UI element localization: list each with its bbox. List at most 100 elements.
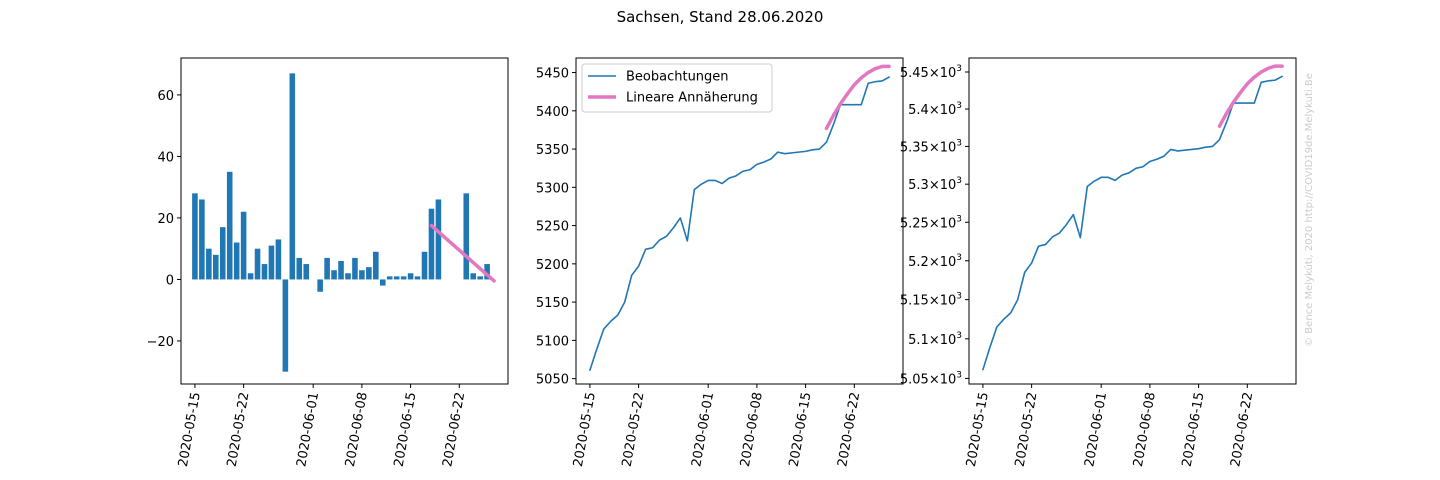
y-tick-base: 10 <box>940 372 957 387</box>
y-tick-base: 10 <box>940 255 957 270</box>
bar-2020-06-25 <box>477 276 483 280</box>
bar-2020-05-19 <box>219 227 226 280</box>
bar-2020-06-23 <box>463 193 470 280</box>
y-tick-label: 5.2×103 <box>908 253 962 270</box>
y-tick-times: × <box>929 333 940 348</box>
bar-2020-05-24 <box>254 248 261 280</box>
y-tick-times: × <box>929 216 940 231</box>
bar-2020-05-17 <box>206 248 212 280</box>
y-tick-mantissa: 5.2 <box>908 255 929 270</box>
bar-2020-05-20 <box>226 171 233 280</box>
y-tick-exponent: 3 <box>956 214 962 224</box>
bar-2020-06-24 <box>470 273 476 280</box>
y-tick-base: 10 <box>940 66 957 81</box>
y-tick-label: 5150 <box>536 296 569 311</box>
y-tick-exponent: 3 <box>956 253 962 263</box>
y-tick-exponent: 3 <box>956 138 962 148</box>
y-tick-mantissa: 5.05 <box>900 372 929 387</box>
bar-2020-06-16 <box>414 276 421 280</box>
bar-2020-06-14 <box>400 276 407 280</box>
y-tick-mantissa: 5.15 <box>900 294 929 309</box>
y-tick-exponent: 3 <box>956 331 962 341</box>
y-tick-times: × <box>929 66 940 81</box>
y-tick-times: × <box>929 178 940 193</box>
bar-2020-06-08 <box>359 270 365 280</box>
bar-2020-05-28 <box>282 279 289 372</box>
bar-2020-05-21 <box>233 242 240 280</box>
bar-2020-06-26 <box>484 264 490 280</box>
y-tick-base: 10 <box>940 103 957 118</box>
y-tick-times: × <box>929 103 940 118</box>
bar-2020-06-06 <box>345 273 351 280</box>
legend-label: Beobachtungen <box>626 70 729 85</box>
y-tick-label: 5050 <box>536 373 569 388</box>
bar-2020-06-17 <box>421 251 428 280</box>
figure-title: Sachsen, Stand 28.06.2020 <box>617 8 824 26</box>
bar-2020-05-27 <box>275 239 282 280</box>
y-tick-times: × <box>929 140 940 155</box>
bar-2020-06-10 <box>373 251 379 280</box>
y-tick-label: 5.25×103 <box>900 214 962 231</box>
bar-2020-06-09 <box>366 267 372 280</box>
y-tick-base: 10 <box>940 216 957 231</box>
bar-2020-05-15 <box>192 193 198 280</box>
bar-2020-06-07 <box>352 257 358 280</box>
axes-frame <box>575 57 904 385</box>
bar-2020-06-11 <box>379 279 386 286</box>
y-tick-label: 5.1×103 <box>908 331 962 348</box>
y-tick-mantissa: 5.4 <box>908 103 929 118</box>
bar-2020-06-02 <box>317 279 323 292</box>
y-tick-mantissa: 5.3 <box>908 178 929 193</box>
y-tick-label: 5.35×103 <box>900 138 962 155</box>
y-tick-label: 5400 <box>536 105 569 120</box>
y-tick-times: × <box>929 372 940 387</box>
bar-2020-05-26 <box>268 245 275 280</box>
series-line-fit <box>824 64 891 131</box>
y-tick-exponent: 3 <box>956 292 962 302</box>
bar-2020-05-23 <box>247 273 254 280</box>
bar-2020-05-30 <box>296 257 303 280</box>
axes-frame <box>180 57 509 385</box>
y-tick-exponent: 3 <box>956 176 962 186</box>
trend-fit-line <box>429 223 496 283</box>
y-tick-base: 10 <box>940 140 957 155</box>
bar-2020-05-16 <box>199 199 205 280</box>
y-tick-label: 5450 <box>536 67 569 82</box>
y-tick-label: 20 <box>157 212 174 227</box>
bar-2020-06-19 <box>435 199 442 280</box>
y-tick-label: 0 <box>166 273 174 288</box>
y-tick-label: 60 <box>157 89 174 104</box>
y-tick-exponent: 3 <box>956 370 962 380</box>
y-tick-base: 10 <box>940 178 957 193</box>
y-tick-label: 5250 <box>536 220 569 235</box>
y-tick-label: 5.4×103 <box>908 101 962 118</box>
bar-2020-06-12 <box>386 276 393 280</box>
bar-2020-05-29 <box>289 73 296 280</box>
y-tick-mantissa: 5.45 <box>900 66 929 81</box>
bar-2020-06-03 <box>324 257 330 280</box>
bar-2020-06-04 <box>331 270 337 280</box>
y-tick-label: 5.45×103 <box>900 64 962 81</box>
y-tick-label: 5.05×103 <box>900 370 962 387</box>
bar-2020-06-15 <box>407 273 414 280</box>
bar-2020-05-25 <box>261 264 268 280</box>
credit-watermark: © Bence Melykúti, 2020 http://COVID19de.… <box>1303 73 1315 347</box>
series-line-fit <box>1217 64 1284 128</box>
legend-label: Lineare Annäherung <box>626 91 758 106</box>
y-tick-base: 10 <box>940 333 957 348</box>
y-tick-exponent: 3 <box>956 101 962 111</box>
bar-2020-06-05 <box>338 260 344 280</box>
y-tick-exponent: 3 <box>956 64 962 74</box>
y-tick-label: 5200 <box>536 258 569 273</box>
axes-frame <box>968 57 1297 385</box>
y-tick-mantissa: 5.1 <box>908 333 929 348</box>
bar-2020-06-18 <box>428 208 435 280</box>
y-tick-mantissa: 5.35 <box>900 140 929 155</box>
y-tick-mantissa: 5.25 <box>900 216 929 231</box>
y-tick-label: 5300 <box>536 181 569 196</box>
bar-2020-06-13 <box>393 276 400 280</box>
y-tick-label: 5.15×103 <box>900 292 962 309</box>
y-tick-base: 10 <box>940 294 957 309</box>
y-tick-label: 40 <box>157 150 174 165</box>
y-tick-label: 5100 <box>536 334 569 349</box>
